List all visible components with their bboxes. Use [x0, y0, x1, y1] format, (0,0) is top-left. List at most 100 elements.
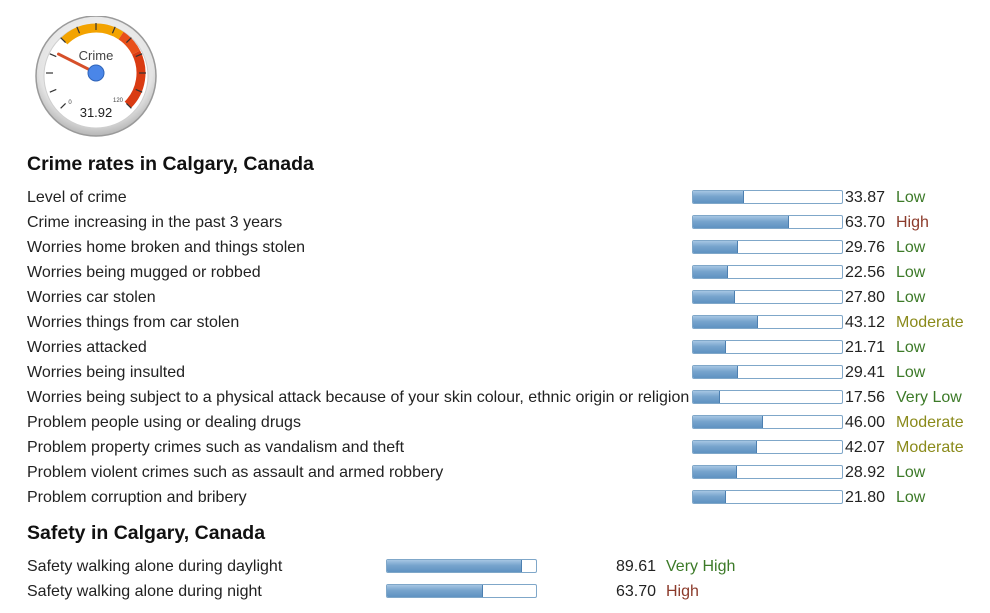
- row-label: Worries things from car stolen: [27, 314, 240, 331]
- score-rating: Very Low: [896, 389, 962, 406]
- score-bar-fill: [693, 341, 727, 353]
- score-bar: [692, 240, 843, 254]
- table-row: Problem people using or dealing drugs 46.…: [27, 410, 977, 435]
- score-value: 29.41: [845, 364, 886, 381]
- score-bar: [692, 490, 843, 504]
- score-bar: [692, 340, 843, 354]
- score-bar-fill: [387, 560, 522, 572]
- score-rating: Low: [896, 239, 926, 256]
- row-label: Worries being insulted: [27, 364, 186, 381]
- row-label: Safety walking alone during night: [27, 583, 262, 600]
- table-row: Safety walking alone during daylight 89.6…: [27, 554, 977, 579]
- score-bar-fill: [387, 585, 483, 597]
- score-value: 22.56: [845, 264, 886, 281]
- table-row: Worries being insulted 29.41 Low: [27, 360, 977, 385]
- score-bar: [386, 584, 537, 598]
- table-row: Worries things from car stolen 43.12 Moder…: [27, 310, 977, 335]
- row-label: Problem property crimes such as vandalis…: [27, 439, 405, 456]
- score-value: 46.00: [845, 414, 886, 431]
- score-bar: [692, 290, 843, 304]
- score-bar: [692, 440, 843, 454]
- row-label: Level of crime: [27, 189, 127, 206]
- score-bar: [692, 415, 843, 429]
- score-rating: Low: [896, 289, 926, 306]
- score-bar-fill: [693, 241, 739, 253]
- score-rating: Low: [896, 189, 926, 206]
- gauge-tick: [135, 88, 143, 93]
- row-label: Problem people using or dealing drugs: [27, 414, 301, 431]
- score-rating: Low: [896, 339, 926, 356]
- table-row: Worries home broken and things stolen 29.…: [27, 235, 977, 260]
- score-bar-fill: [693, 466, 738, 478]
- table-row: Problem violent crimes such as assault a…: [27, 460, 977, 485]
- gauge-tick: [76, 26, 81, 34]
- score-rating: Very High: [666, 558, 736, 575]
- score-rating: Moderate: [896, 439, 964, 456]
- gauge-tick: [60, 102, 67, 109]
- table-row: Worries being subject to a physical atta…: [27, 385, 977, 410]
- score-bar-fill: [693, 366, 738, 378]
- row-label: Worries car stolen: [27, 289, 156, 306]
- score-bar-fill: [693, 416, 763, 428]
- row-label: Worries being subject to a physical atta…: [27, 389, 690, 406]
- score-bar: [692, 465, 843, 479]
- gauge-tick: [111, 26, 116, 34]
- table-row: Safety walking alone during night 63.70 Hi…: [27, 579, 977, 604]
- gauge-hub: [87, 64, 105, 82]
- score-value: 28.92: [845, 464, 886, 481]
- score-bar: [692, 265, 843, 279]
- gauge-tick: [125, 37, 132, 44]
- gauge-min-label: 0: [68, 100, 72, 106]
- table-row: Crime increasing in the past 3 years 63.7…: [27, 210, 977, 235]
- score-value: 33.87: [845, 189, 886, 206]
- score-value: 43.12: [845, 314, 886, 331]
- score-value: 89.61: [616, 558, 657, 575]
- row-label: Safety walking alone during daylight: [27, 558, 283, 575]
- score-bar-fill: [693, 491, 727, 503]
- row-label: Worries being mugged or robbed: [27, 264, 261, 281]
- score-value: 21.80: [845, 489, 886, 506]
- table-row: Worries car stolen 27.80 Low: [27, 285, 977, 310]
- gauge-tick: [60, 37, 67, 44]
- score-value: 29.76: [845, 239, 886, 256]
- score-bar-fill: [693, 441, 757, 453]
- gauge-tick: [49, 88, 57, 93]
- table-row: Problem property crimes such as vandalis…: [27, 435, 977, 460]
- score-value: 63.70: [616, 583, 657, 600]
- score-bar: [386, 559, 537, 573]
- table-row: Worries attacked 21.71 Low: [27, 335, 977, 360]
- gauge-value: 31.92: [80, 105, 113, 120]
- score-rating: High: [896, 214, 929, 231]
- score-bar-fill: [693, 266, 728, 278]
- score-value: 42.07: [845, 439, 886, 456]
- score-bar: [692, 365, 843, 379]
- score-rating: Moderate: [896, 314, 964, 331]
- score-value: 21.71: [845, 339, 886, 356]
- table-row: Problem corruption and bribery 21.80 Low: [27, 485, 977, 510]
- score-value: 63.70: [845, 214, 886, 231]
- score-bar: [692, 215, 843, 229]
- row-label: Problem corruption and bribery: [27, 489, 247, 506]
- row-label: Worries home broken and things stolen: [27, 239, 306, 256]
- row-label: Worries attacked: [27, 339, 147, 356]
- score-value: 27.80: [845, 289, 886, 306]
- score-rating: Low: [896, 264, 926, 281]
- score-rating: Low: [896, 464, 926, 481]
- score-bar: [692, 190, 843, 204]
- gauge-tick: [135, 53, 143, 58]
- score-bar-fill: [693, 391, 721, 403]
- crime-section-title: Crime rates in Calgary, Canada: [27, 153, 314, 175]
- gauge-max-label: 120: [113, 98, 124, 104]
- score-bar-fill: [693, 191, 745, 203]
- score-value: 17.56: [845, 389, 886, 406]
- score-bar-fill: [693, 216, 789, 228]
- crime-gauge: Crime 0 120 31.92: [30, 15, 162, 138]
- score-rating: Low: [896, 364, 926, 381]
- table-row: Level of crime 33.87 Low: [27, 185, 977, 210]
- row-label: Crime increasing in the past 3 years: [27, 214, 283, 231]
- score-bar-fill: [693, 316, 759, 328]
- row-label: Problem violent crimes such as assault a…: [27, 464, 444, 481]
- score-rating: High: [666, 583, 699, 600]
- score-rating: Low: [896, 489, 926, 506]
- safety-section-title: Safety in Calgary, Canada: [27, 522, 266, 544]
